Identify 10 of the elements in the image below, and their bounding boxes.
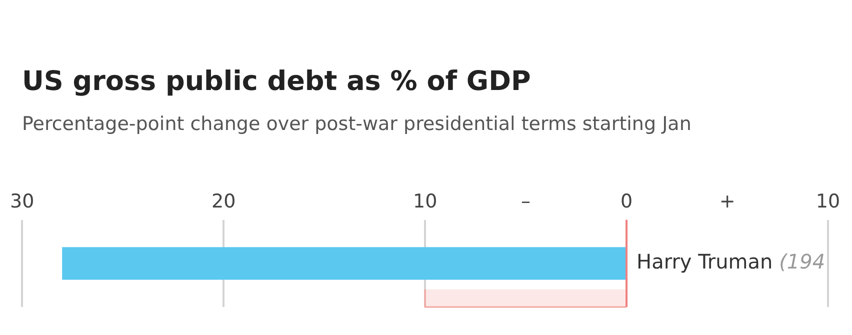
x-tick-label: 30 [10, 190, 34, 212]
x-tick-label: 10 [412, 190, 438, 212]
x-tick-label: – [521, 190, 531, 212]
x-tick-label: 10 [816, 190, 840, 212]
x-tick-label: + [719, 190, 736, 212]
chart-title: US gross public debt as % of GDP [22, 66, 531, 97]
y-tick-label: Harry Truman (194 [636, 250, 826, 274]
x-tick-label: 0 [620, 190, 633, 212]
x-tick-label: 20 [212, 190, 236, 212]
chart-subtitle: Percentage-point change over post-war presidential terms starting Jan [22, 113, 692, 135]
